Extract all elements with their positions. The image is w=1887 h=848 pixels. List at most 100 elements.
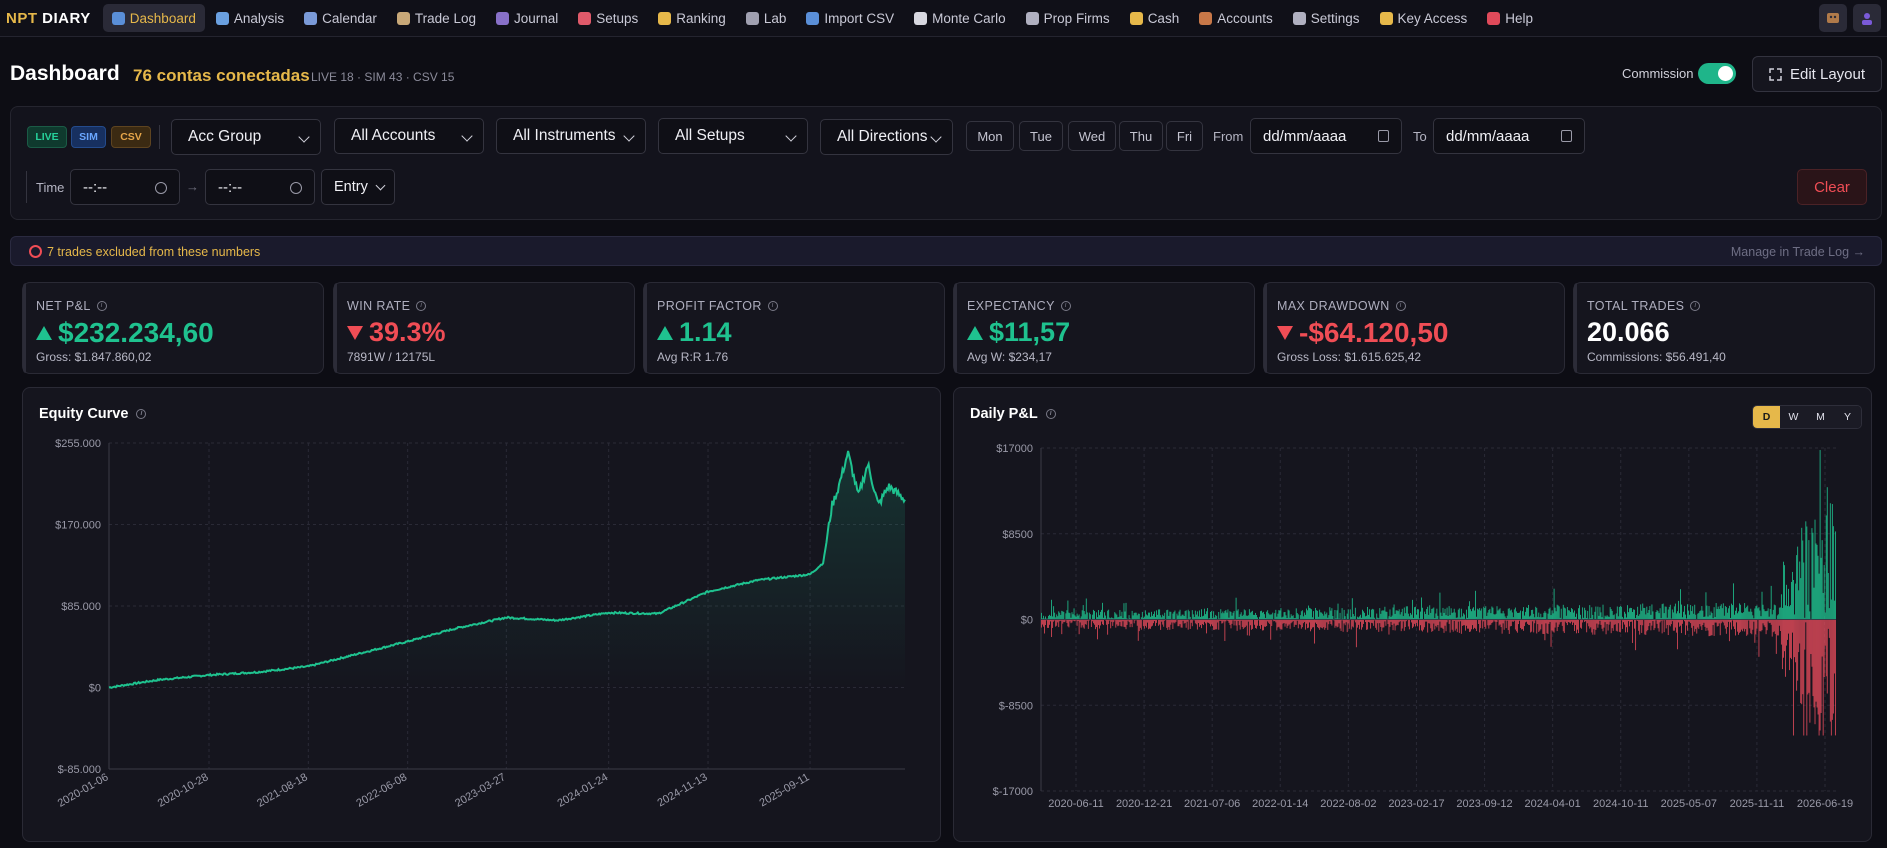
info-icon[interactable]: i	[1045, 409, 1056, 419]
pnl-bar-negative	[1781, 619, 1783, 670]
nav-item-lab[interactable]: microscope-iconLab	[737, 4, 796, 32]
day-fri[interactable]: Fri	[1166, 121, 1203, 151]
theater-icon[interactable]	[1819, 4, 1847, 32]
nav-item-calendar[interactable]: calendar-iconCalendar	[295, 4, 386, 32]
pnl-bar-positive	[1485, 606, 1487, 620]
pnl-bar-negative	[1074, 619, 1076, 622]
pnl-bar-positive	[1386, 611, 1388, 620]
pnl-bar-positive	[1794, 614, 1796, 620]
nav-item-settings[interactable]: gear-iconSettings	[1284, 4, 1369, 32]
to-date-input[interactable]: dd/mm/aaaa	[1433, 118, 1585, 154]
pnl-bar-negative	[1331, 619, 1333, 626]
pnl-bar-positive	[1082, 605, 1084, 620]
pnl-bar-positive	[1439, 592, 1441, 620]
user-avatar-icon[interactable]	[1853, 4, 1881, 32]
pnl-bar-positive	[1066, 610, 1068, 620]
time-start-input[interactable]: --:--	[70, 169, 180, 205]
period-y-button[interactable]: Y	[1834, 406, 1861, 428]
source-sim-chip[interactable]: SIM	[71, 126, 106, 148]
period-w-button[interactable]: W	[1780, 406, 1807, 428]
pnl-bar-negative	[1479, 619, 1481, 633]
nav-item-accounts[interactable]: briefcase-iconAccounts	[1190, 4, 1282, 32]
nav-item-prop-firms[interactable]: bank-iconProp Firms	[1017, 4, 1119, 32]
info-icon[interactable]: i	[1690, 301, 1701, 311]
instruments-select[interactable]: All Instruments	[496, 118, 646, 154]
pnl-bar-positive	[1219, 618, 1221, 620]
info-icon[interactable]: i	[1395, 301, 1406, 311]
day-thu[interactable]: Thu	[1119, 121, 1163, 151]
pnl-bar-positive	[1503, 613, 1505, 620]
nav-item-journal[interactable]: notebook-iconJournal	[487, 4, 567, 32]
equity-curve-chart[interactable]: $255.000$170.000$85.000$0$-85.0002020-01…	[23, 388, 942, 843]
nav-item-dashboard[interactable]: chart-iconDashboard	[102, 4, 205, 32]
nav-item-help[interactable]: question-iconHelp	[1478, 4, 1542, 32]
nav-item-import-csv[interactable]: inbox-iconImport CSV	[797, 4, 903, 32]
pnl-bar-positive	[1777, 614, 1779, 620]
pnl-bar-negative	[1196, 619, 1198, 630]
setups-select[interactable]: All Setups	[658, 118, 808, 154]
pnl-bar-negative	[1534, 619, 1536, 624]
pnl-bar-positive	[1050, 615, 1051, 620]
pnl-bar-negative	[1639, 619, 1641, 635]
pnl-bar-positive	[1599, 607, 1601, 620]
day-wed[interactable]: Wed	[1068, 121, 1116, 151]
period-m-button[interactable]: M	[1807, 406, 1834, 428]
info-icon[interactable]: i	[96, 301, 107, 311]
acc-group-select[interactable]: Acc Group	[171, 119, 321, 155]
pnl-bar-negative	[1304, 619, 1306, 630]
accounts-select[interactable]: All Accounts	[334, 118, 484, 154]
source-live-chip[interactable]: LIVE	[27, 126, 67, 148]
day-tue[interactable]: Tue	[1019, 121, 1063, 151]
info-icon[interactable]: i	[767, 301, 778, 311]
pnl-bar-negative	[1537, 619, 1539, 625]
source-csv-chip[interactable]: CSV	[111, 126, 151, 148]
nav-item-monte-carlo[interactable]: dice-iconMonte Carlo	[905, 4, 1015, 32]
pnl-bar-negative	[1113, 619, 1115, 623]
time-end-input[interactable]: --:--	[205, 169, 315, 205]
pnl-bar-positive	[1407, 613, 1409, 620]
edit-layout-button[interactable]: Edit Layout	[1752, 56, 1882, 92]
period-d-button[interactable]: D	[1753, 406, 1780, 428]
nav-item-key-access[interactable]: key-iconKey Access	[1371, 4, 1477, 32]
pnl-bar-positive	[1216, 615, 1218, 620]
pnl-bar-negative	[1744, 619, 1746, 632]
info-icon[interactable]: i	[136, 409, 147, 419]
pnl-bar-positive	[1449, 615, 1451, 620]
pnl-bar-positive	[1413, 617, 1414, 620]
app-logo[interactable]: NPT DIARY	[6, 10, 91, 27]
pnl-bar-negative	[1740, 619, 1742, 632]
pnl-bar-negative	[1225, 619, 1227, 622]
pnl-bar-negative	[1784, 619, 1785, 652]
pnl-bar-positive	[1635, 618, 1637, 620]
nav-item-ranking[interactable]: trophy-iconRanking	[649, 4, 735, 32]
from-date-input[interactable]: dd/mm/aaaa	[1250, 118, 1402, 154]
clear-filters-button[interactable]: Clear	[1797, 169, 1867, 205]
pnl-bar-negative	[1766, 619, 1768, 631]
nav-item-trade-log[interactable]: clipboard-iconTrade Log	[388, 4, 485, 32]
nav-item-analysis[interactable]: magnifier-iconAnalysis	[207, 4, 293, 32]
pnl-bar-negative	[1745, 619, 1747, 630]
pnl-bar-negative	[1181, 619, 1183, 628]
info-icon[interactable]: i	[416, 301, 427, 311]
pnl-bar-negative	[1059, 619, 1061, 622]
day-mon[interactable]: Mon	[966, 121, 1014, 151]
commission-toggle[interactable]	[1698, 63, 1736, 84]
nav-item-label: Calendar	[322, 10, 377, 26]
pnl-bar-positive	[1556, 604, 1558, 620]
pnl-bar-positive	[1616, 606, 1618, 620]
pnl-bar-negative	[1377, 619, 1379, 624]
directions-select[interactable]: All Directions	[820, 119, 953, 155]
nav-item-label: Journal	[513, 10, 559, 26]
time-mode-select[interactable]: Entry	[321, 169, 395, 205]
nav-item-setups[interactable]: target-iconSetups	[569, 4, 647, 32]
manage-trade-log-link[interactable]: Manage in Trade Log →	[1730, 245, 1865, 259]
nav-item-cash[interactable]: money-bag-iconCash	[1121, 4, 1189, 32]
pnl-bar-negative	[1558, 619, 1560, 625]
pnl-bar-negative	[1239, 619, 1241, 630]
pnl-bar-positive	[1222, 611, 1224, 620]
pnl-bar-positive	[1096, 612, 1097, 620]
pnl-bar-positive	[1352, 614, 1354, 620]
chevron-down-icon	[298, 131, 310, 143]
info-icon[interactable]: i	[1060, 301, 1071, 311]
